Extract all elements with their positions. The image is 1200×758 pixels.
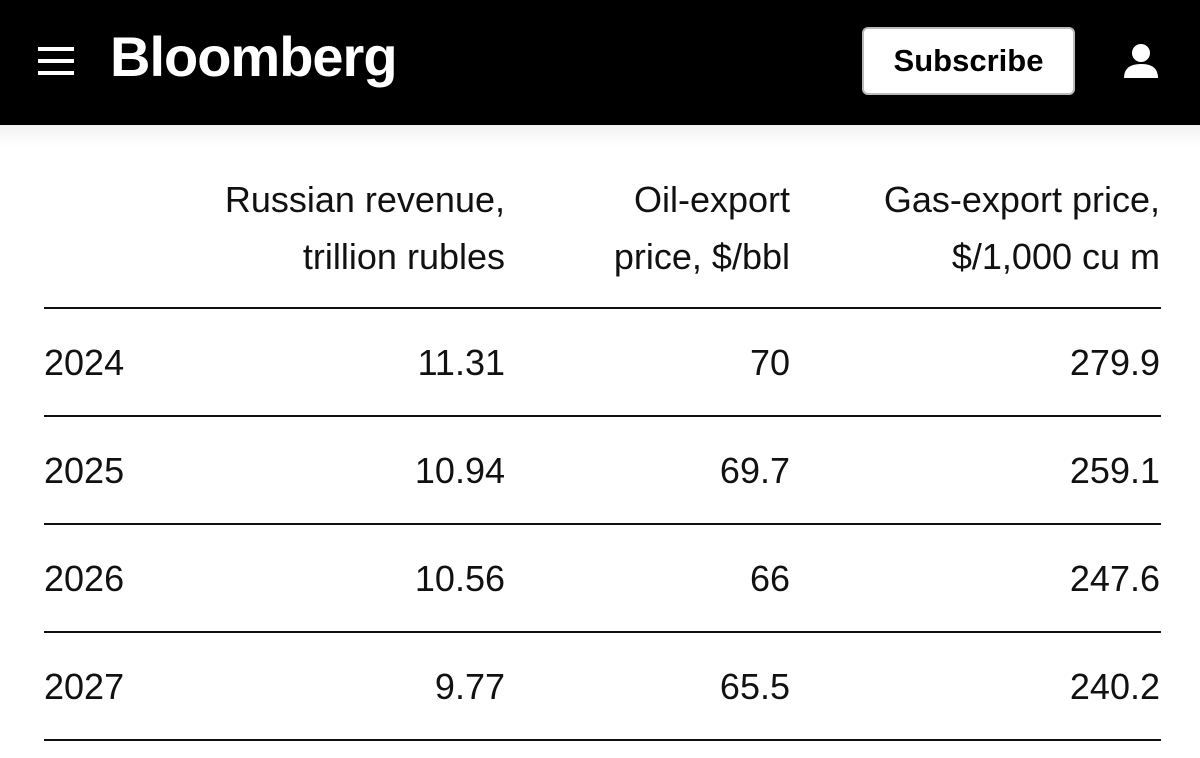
value-cell: 11.31: [417, 342, 505, 383]
value-cell: 10.94: [414, 450, 505, 491]
value-cell: 9.77: [434, 666, 505, 707]
rule: [44, 307, 1161, 309]
value-cell: 247.6: [1069, 558, 1160, 599]
value-cell: 259.1: [1069, 450, 1160, 491]
column-header: price, $/bbl: [613, 236, 790, 277]
brand[interactable]: Bloomberg: [110, 25, 398, 88]
column-header: $/1,000 cu m: [951, 236, 1160, 277]
value-cell: 70: [749, 342, 790, 383]
column-header: Oil-export: [633, 179, 790, 220]
year-cell: 2024: [44, 342, 125, 383]
rule: [44, 631, 1161, 633]
rule: [44, 739, 1161, 741]
column-header: Russian revenue,: [224, 179, 505, 220]
year-cell: 2026: [44, 558, 125, 599]
value-cell: 240.2: [1069, 666, 1160, 707]
user-icon[interactable]: [1122, 42, 1160, 80]
column-header: trillion rubles: [302, 236, 505, 277]
subscribe-button[interactable]: Subscribe: [862, 27, 1075, 95]
value-cell: 65.5: [719, 666, 790, 707]
value-cell: 10.56: [414, 558, 505, 599]
value-cell: 69.7: [719, 450, 790, 491]
header-shadow: [0, 125, 1200, 147]
column-header: Gas-export price,: [883, 179, 1160, 220]
year-cell: 2027: [44, 666, 125, 707]
value-cell: 279.9: [1069, 342, 1160, 383]
year-cell: 2025: [44, 450, 125, 491]
top-bar: Bloomberg Subscribe: [0, 0, 1200, 125]
rule: [44, 415, 1161, 417]
value-cell: 66: [749, 558, 790, 599]
menu-icon[interactable]: [38, 45, 74, 77]
rule: [44, 523, 1161, 525]
